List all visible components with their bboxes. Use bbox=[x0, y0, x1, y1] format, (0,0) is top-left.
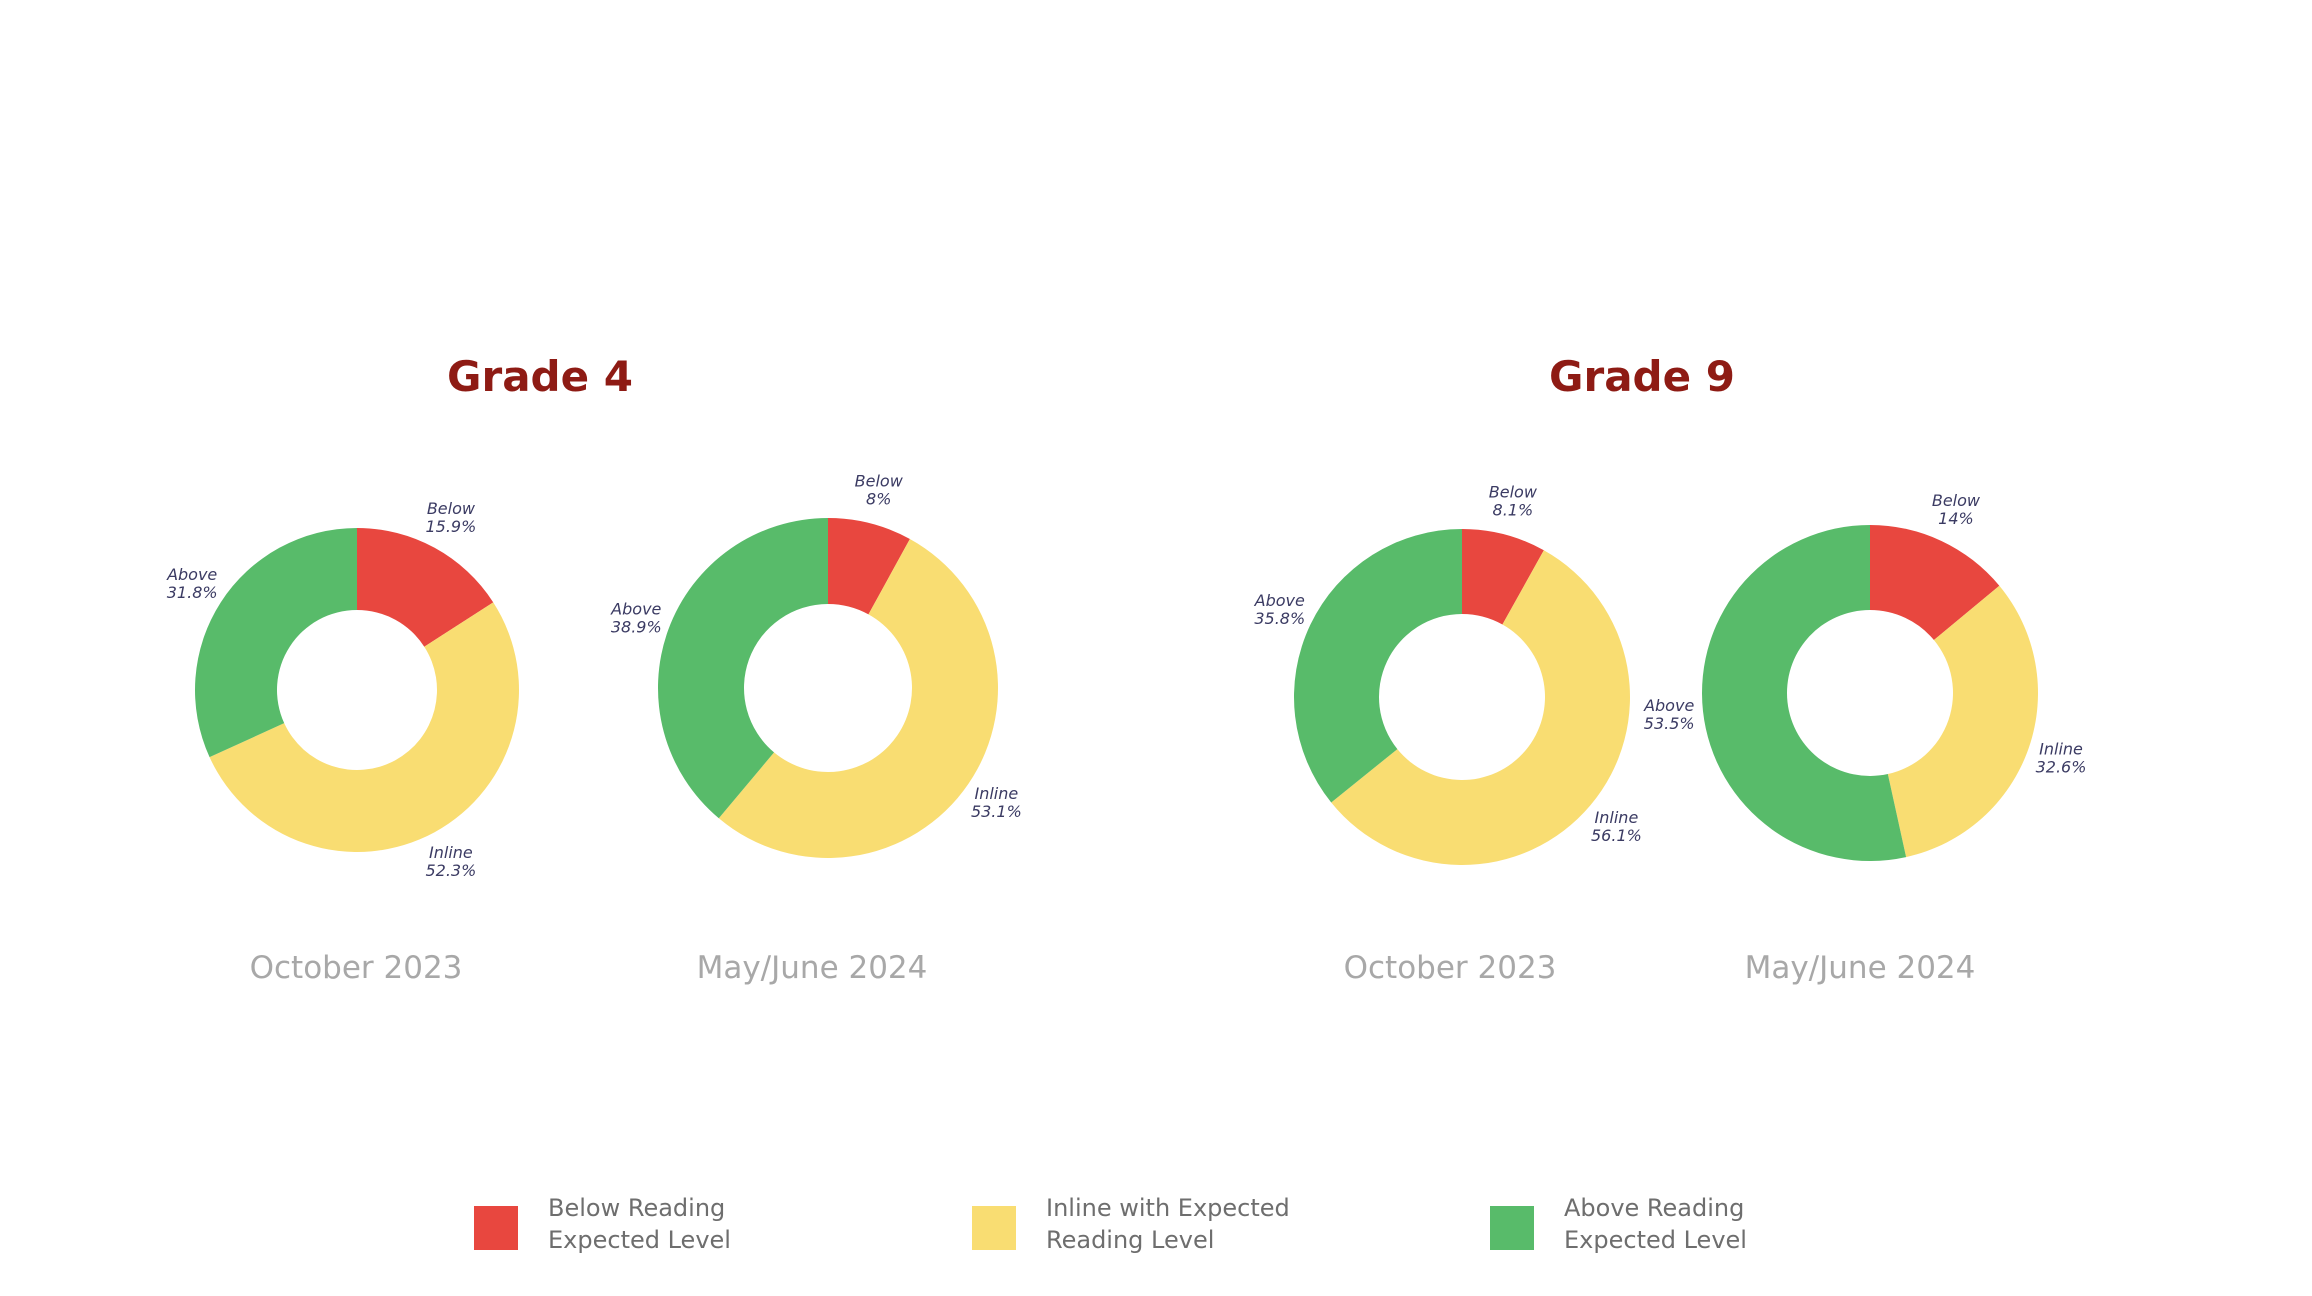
legend-swatch-above bbox=[1490, 1206, 1534, 1250]
legend-label-inline-line1: Inline with Expected bbox=[1046, 1194, 1290, 1222]
donut-slice-above bbox=[658, 518, 828, 819]
legend-swatch-inline bbox=[972, 1206, 1016, 1250]
donut-slice-above bbox=[195, 528, 357, 758]
donut-slice-below bbox=[357, 528, 494, 647]
period-label-grade-4-october: October 2023 bbox=[249, 950, 463, 986]
donut-slice-below bbox=[828, 518, 910, 615]
slice-label-below: Below 8% bbox=[855, 471, 904, 508]
donut-slice-inline bbox=[718, 539, 999, 859]
slice-label-inline: Inline 53.1% bbox=[971, 784, 1022, 821]
legend-label-inline-line2: Reading Level bbox=[1046, 1226, 1215, 1254]
slice-label-above: Above 35.8% bbox=[1254, 591, 1306, 628]
legend-label-below-line2: Expected Level bbox=[548, 1226, 731, 1254]
slice-label-above: Above 38.9% bbox=[610, 599, 662, 636]
period-label-grade-4-may-june: May/June 2024 bbox=[696, 950, 928, 986]
slice-label-below: Below 15.9% bbox=[425, 499, 476, 536]
donut-slice-inline bbox=[1887, 585, 2038, 858]
legend-item-above: Above Reading Expected Level bbox=[1490, 1192, 1747, 1256]
donut-slice-below bbox=[1870, 525, 2000, 641]
legend-item-below: Below Reading Expected Level bbox=[474, 1192, 731, 1256]
legend-label-above-line1: Above Reading bbox=[1564, 1194, 1745, 1222]
slice-label-below: Below 8.1% bbox=[1489, 483, 1538, 520]
period-label-grade-9-october: October 2023 bbox=[1343, 950, 1557, 986]
donut-slice-above bbox=[1702, 525, 1907, 861]
grade-9-title: Grade 9 bbox=[1549, 352, 1735, 401]
donut-slice-inline bbox=[1331, 550, 1630, 866]
donut-slice-below bbox=[1462, 529, 1544, 625]
legend-label-above-line2: Expected Level bbox=[1564, 1226, 1747, 1254]
slice-label-above: Above 53.5% bbox=[1643, 696, 1695, 733]
slice-label-inline: Inline 32.6% bbox=[2036, 740, 2087, 777]
period-label-grade-9-may-june: May/June 2024 bbox=[1744, 950, 1976, 986]
donut-slice-above bbox=[1294, 529, 1462, 803]
slice-label-inline: Inline 56.1% bbox=[1591, 808, 1642, 845]
slice-label-inline: Inline 52.3% bbox=[425, 843, 476, 880]
grade-4-title: Grade 4 bbox=[447, 352, 633, 401]
slice-label-below: Below 14% bbox=[1932, 491, 1981, 528]
legend-swatch-below bbox=[474, 1206, 518, 1250]
legend-label-below-line1: Below Reading bbox=[548, 1194, 726, 1222]
legend-item-inline: Inline with Expected Reading Level bbox=[972, 1192, 1290, 1256]
slice-label-above: Above 31.8% bbox=[166, 565, 218, 602]
donut-slice-inline bbox=[209, 602, 519, 852]
